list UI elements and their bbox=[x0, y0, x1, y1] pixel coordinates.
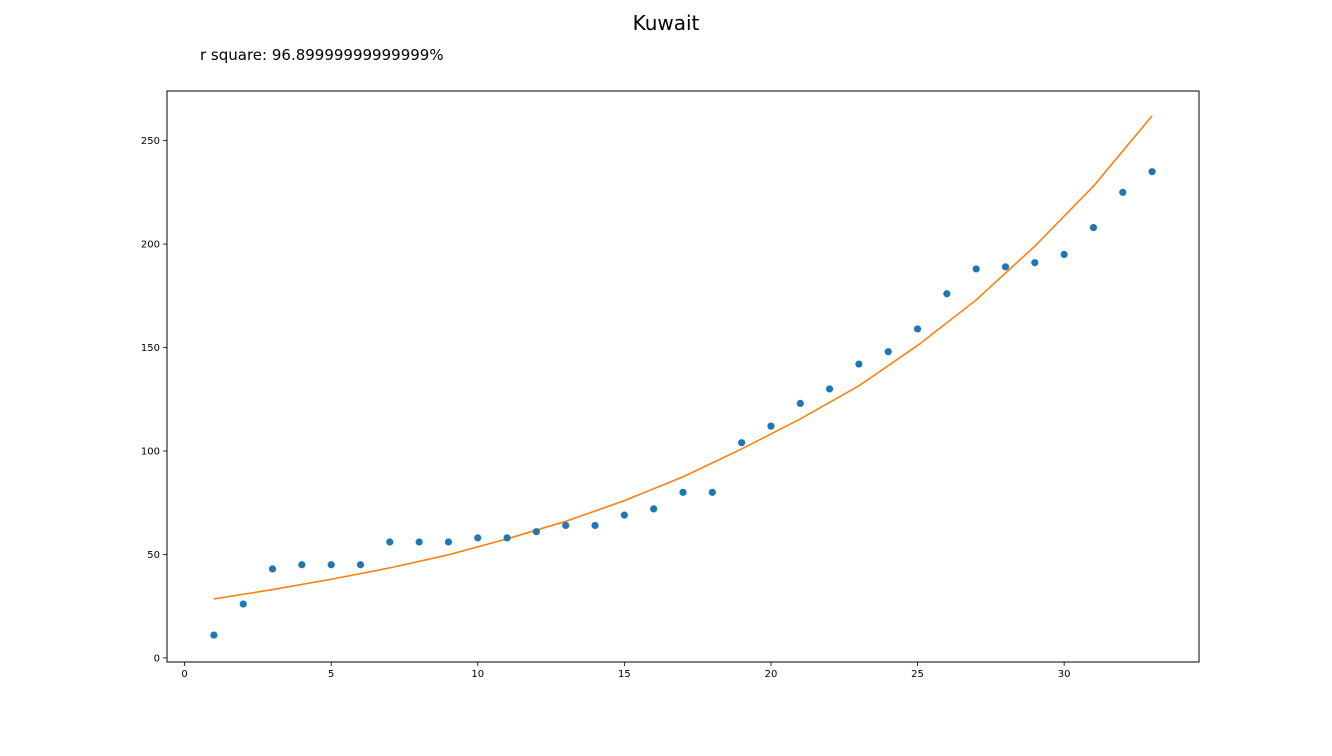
data-point bbox=[532, 528, 541, 536]
data-point bbox=[1001, 263, 1010, 271]
data-point bbox=[415, 538, 423, 546]
data-point bbox=[738, 439, 746, 447]
data-point bbox=[679, 488, 687, 496]
data-point bbox=[1119, 188, 1127, 196]
data-point bbox=[650, 505, 658, 513]
data-point bbox=[855, 360, 863, 368]
x-tick-label: 10 bbox=[471, 669, 484, 680]
data-point bbox=[884, 348, 892, 356]
plot-area: 0 5 10 15 20 25 30 0 50 100 150 200 250 bbox=[141, 90, 1200, 680]
data-point bbox=[327, 561, 335, 569]
data-point bbox=[972, 265, 980, 273]
data-point bbox=[708, 488, 716, 496]
y-tick-label: 0 bbox=[154, 653, 160, 664]
x-tick-label: 25 bbox=[911, 669, 924, 680]
data-point bbox=[239, 600, 247, 608]
data-point bbox=[1060, 250, 1068, 259]
data-point bbox=[562, 521, 570, 530]
data-point bbox=[825, 385, 834, 393]
data-point bbox=[386, 538, 394, 546]
data-point bbox=[620, 511, 628, 519]
data-point bbox=[503, 534, 511, 542]
data-point bbox=[356, 561, 365, 569]
y-tick-label: 100 bbox=[141, 446, 160, 457]
x-tick-label: 30 bbox=[1058, 669, 1071, 680]
data-point bbox=[268, 565, 277, 573]
chart-title: Kuwait bbox=[633, 11, 700, 35]
data-point bbox=[767, 422, 775, 430]
data-point bbox=[444, 538, 453, 546]
data-point bbox=[1031, 259, 1039, 267]
data-point bbox=[913, 325, 922, 333]
data-point bbox=[591, 521, 599, 530]
data-point bbox=[1148, 168, 1156, 176]
y-tick-label: 150 bbox=[141, 343, 160, 354]
data-point bbox=[943, 290, 951, 298]
data-point bbox=[298, 561, 306, 569]
data-point bbox=[474, 534, 482, 542]
y-tick-label: 200 bbox=[141, 240, 160, 251]
data-point bbox=[210, 631, 218, 639]
y-tick-label: 250 bbox=[141, 136, 160, 147]
x-tick-label: 15 bbox=[618, 669, 631, 680]
y-tick-label: 50 bbox=[147, 550, 160, 561]
x-tick-label: 5 bbox=[328, 669, 334, 680]
r-square-annotation: r square: 96.89999999999999% bbox=[200, 46, 444, 64]
fit-curve-line bbox=[213, 115, 1153, 600]
data-point bbox=[1089, 223, 1098, 232]
axes-frame bbox=[166, 90, 1200, 663]
data-point bbox=[796, 399, 804, 407]
x-tick-label: 20 bbox=[765, 669, 778, 680]
x-tick-label: 0 bbox=[181, 669, 187, 680]
